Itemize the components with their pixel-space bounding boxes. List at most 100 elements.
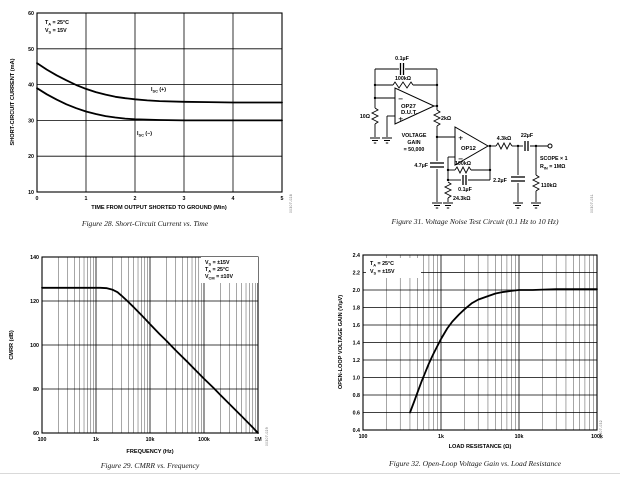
fig29-caption: Figure 29. CMRR vs. Frequency xyxy=(100,461,200,470)
fig28-short-circuit-current-chart: 0 1 2 3 4 5 10 20 30 40 50 60 TIME FROM OUTPUT SHORT… xyxy=(10,11,293,213)
series-label: ISC (+) xyxy=(151,87,166,93)
scope-rin-label: RIN = 1MΩ xyxy=(540,164,566,170)
op27-minus-sign: − xyxy=(398,95,403,103)
opamp-op27 xyxy=(394,87,436,125)
y-tick-label: 50 xyxy=(28,47,34,53)
condition-annotation: VS = ±15V xyxy=(205,260,230,266)
ground-noninv xyxy=(382,137,392,144)
plot-border xyxy=(362,254,598,431)
y-tick-label: 0.6 xyxy=(353,411,360,417)
y-tick-label: 2.2 xyxy=(353,271,360,277)
op12-minus-sign: − xyxy=(458,155,463,163)
cap-2.2uF-label: 2.2µF xyxy=(493,178,507,184)
circuit-labels: 0.1µF 100kΩ − OP27 D.U.T. + 10Ω VOLTAGE … xyxy=(360,56,594,213)
scope-terminal xyxy=(547,143,553,149)
x-tick-label: 100 xyxy=(38,437,47,443)
resistor-110k-label: 110kΩ xyxy=(541,183,557,189)
resistor-100k-op12 xyxy=(454,165,472,175)
scope-label: SCOPE × 1 xyxy=(540,156,568,162)
y-tick-label: 40 xyxy=(28,83,34,89)
junction-dots xyxy=(373,83,538,182)
x-axis-label: LOAD RESISTANCE (Ω) xyxy=(449,444,512,450)
fig31-voltage-noise-test-circuit: 0.1µF 100kΩ − OP27 D.U.T. + 10Ω VOLTAGE … xyxy=(360,56,594,213)
figure-code: 00307-032 xyxy=(599,420,603,439)
y-tick-label: 30 xyxy=(28,118,34,124)
resistor-24k3-label: 24.3kΩ xyxy=(453,196,471,202)
fig28-caption: Figure 28. Short-Circuit Current vs. Tim… xyxy=(81,219,209,228)
x-tick-label: 100k xyxy=(198,437,210,443)
capacitor-symbols xyxy=(399,63,529,185)
ground-110k xyxy=(531,202,541,209)
resistor-symbols xyxy=(370,81,541,199)
gain-label-3: = 50,000 xyxy=(404,147,425,153)
op12-name: OP12 xyxy=(461,146,476,152)
annotation-bg xyxy=(201,257,258,283)
opamp-op12 xyxy=(454,126,490,166)
x-tick-label: 5 xyxy=(281,196,284,202)
series-curve xyxy=(36,87,283,122)
x-axis-label: FREQUENCY (Hz) xyxy=(126,449,173,455)
gain-label-1: VOLTAGE xyxy=(402,133,427,139)
x-tick-label: 1 xyxy=(85,196,88,202)
condition-annotation: TA = 25°C xyxy=(205,267,229,273)
condition-annotation: VS = 15V xyxy=(45,28,67,34)
x-tick-label: 10k xyxy=(146,437,155,443)
opamp-symbols xyxy=(394,87,490,166)
resistor-24k3 xyxy=(443,181,453,199)
resistor-100k-op12-label: 100kΩ xyxy=(455,161,472,167)
resistor-110k xyxy=(531,174,541,192)
y-tick-label: 2.0 xyxy=(353,288,360,294)
x-tick-label: 1k xyxy=(438,434,444,440)
annotation-bg xyxy=(366,258,421,278)
x-tick-label: 4 xyxy=(232,196,235,202)
y-tick-label: 2.4 xyxy=(353,253,360,259)
fig32-caption: Figure 32. Open-Loop Voltage Gain vs. Lo… xyxy=(388,459,562,468)
fig32-open-loop-gain-chart: 100 1k 10k 100k 0.4 0.6 0.8 1.0 1.2 1.4 1.6 1.8 2.0 2… xyxy=(338,253,603,450)
y-tick-label: 140 xyxy=(30,255,39,261)
y-tick-label: 100 xyxy=(30,343,39,349)
x-tick-label: 10k xyxy=(515,434,524,440)
condition-annotation: TA = 25°C xyxy=(370,261,394,267)
x-tick-label: 2 xyxy=(134,196,137,202)
y-tick-label: 60 xyxy=(28,11,34,17)
x-tick-label: 3 xyxy=(183,196,186,202)
ground-10ohm xyxy=(370,137,380,144)
page-bottom-rule xyxy=(0,473,620,474)
y-tick-label: 0.4 xyxy=(353,428,360,434)
cap-0.1uF-label: 0.1µF xyxy=(395,56,409,62)
ground-4.7uF xyxy=(432,202,442,209)
series-label: ISC (−) xyxy=(137,131,152,137)
y-tick-label: 80 xyxy=(33,387,39,393)
plot-border xyxy=(41,256,259,434)
fig31-caption: Figure 31. Voltage Noise Test Circuit (0… xyxy=(391,217,559,226)
op27-name: OP27 xyxy=(401,104,416,110)
resistor-10ohm-label: 10Ω xyxy=(360,114,371,120)
resistor-100k-feedback xyxy=(392,81,414,89)
y-tick-label: 1.4 xyxy=(353,341,360,347)
fig29-cmrr-chart: 100 1k 10k 100k 1M 60 80 100 120 140 FREQUENCY (Hz… xyxy=(9,255,269,455)
y-tick-label: 1.6 xyxy=(353,323,360,329)
y-tick-label: 0.8 xyxy=(353,393,360,399)
y-axis-label: OPEN-LOOP VOLTAGE GAIN (V/µV) xyxy=(338,295,344,389)
y-tick-label: 1.0 xyxy=(353,376,360,382)
y-tick-label: 1.2 xyxy=(353,358,360,364)
ground-symbols xyxy=(370,137,541,209)
resistor-2k xyxy=(432,109,442,127)
ground-24k3 xyxy=(443,202,453,209)
cap-4.7uF-label: 4.7µF xyxy=(414,163,428,169)
y-axis-label: CMRR (dB) xyxy=(9,330,15,360)
x-tick-label: 1M xyxy=(254,437,262,443)
resistor-2k-label: 2kΩ xyxy=(441,116,452,122)
op12-plus-sign: + xyxy=(458,134,463,142)
ground-2.2uF xyxy=(513,202,523,209)
resistor-4k3 xyxy=(495,141,513,151)
op27-plus-sign: + xyxy=(398,115,403,123)
resistor-10ohm xyxy=(370,107,380,125)
gain-label-2: GAIN xyxy=(407,140,420,146)
y-axis-label: SHORT-CIRCUIT CURRENT (mA) xyxy=(10,58,16,145)
y-tick-label: 60 xyxy=(33,431,39,437)
series-curve xyxy=(36,62,283,104)
y-tick-label: 120 xyxy=(30,299,39,305)
condition-annotation: TA = 25°C xyxy=(45,20,69,26)
